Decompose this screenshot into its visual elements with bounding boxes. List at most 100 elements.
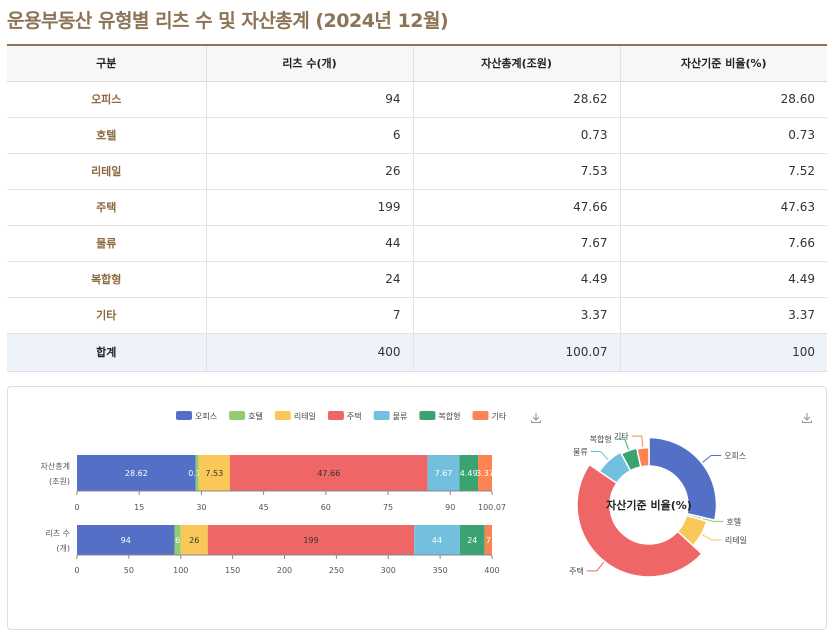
bar-segment [459,455,479,491]
x-tick-label: 400 [484,566,499,575]
header-count: 리츠 수(개) [206,45,414,82]
table-row: 물류 44 7.67 7.66 [7,225,827,262]
y-category-label: 리츠 수 [45,529,70,538]
donut-slice-label: 호텔 [726,517,741,526]
bar-segment [174,525,181,555]
total-count: 400 [206,333,414,372]
bar-data-label: 7.53 [205,469,223,478]
row-category: 리테일 [7,153,207,190]
bar-segment [207,525,415,555]
x-tick-label: 300 [381,566,396,575]
x-tick-label: 100.07 [478,503,506,512]
donut-slice-label: 물류 [573,448,588,457]
donut-leader-line [702,518,724,522]
donut-slice-label: 리테일 [725,536,747,545]
donut-leader-line [701,534,722,541]
bar-segment [427,455,460,491]
bar-data-label: 47.66 [317,469,340,478]
row-count: 24 [206,261,414,298]
x-tick-label: 90 [445,503,455,512]
bar-data-label: 7.67 [435,469,453,478]
legend-label: 기타 [491,412,506,421]
y-category-unit: (조원) [49,477,70,486]
x-tick-label: 0 [74,503,79,512]
row-ratio: 7.52 [620,153,827,190]
bar-data-label: 44 [432,536,442,545]
bar-data-label: 7 [486,536,491,545]
bar-data-label: 199 [303,536,318,545]
y-category-unit: (개) [56,543,70,553]
x-tick-label: 75 [383,503,393,512]
row-count: 26 [206,153,414,190]
legend-swatch [274,411,291,420]
reits-table: 구분 리츠 수(개) 자산총계(조원) 자산기준 비율(%) 오피스 94 28… [7,44,827,372]
x-tick-label: 250 [329,566,344,575]
bar-segment [77,525,175,555]
legend-swatch [373,411,390,420]
x-tick-label: 100 [173,566,188,575]
donut-center-label: 자산기준 비율(%) [606,498,692,512]
bar-segment [180,525,208,555]
donut-leader-line [702,454,722,463]
donut-slice [636,446,650,468]
row-category: 주택 [7,189,207,226]
total-assets: 100.07 [413,333,621,372]
donut-leader-line [631,435,644,448]
x-tick-label: 15 [134,503,144,512]
bar-segment [459,525,485,555]
table-row: 주택 199 47.66 47.63 [7,189,827,226]
bar-segment [414,525,460,555]
bar-segment [77,455,196,491]
donut-slice-label: 주택 [569,566,584,576]
y-category-label: 자산총계 [41,461,70,471]
row-count: 199 [206,189,414,226]
donut-leader-line [590,451,609,461]
x-tick-label: 30 [196,503,206,512]
row-category: 복합형 [7,261,207,298]
row-count: 44 [206,225,414,262]
download-icon[interactable] [801,413,813,424]
legend-label: 리테일 [294,412,316,421]
row-assets: 4.49 [413,261,621,298]
legend-swatch [229,411,246,420]
row-category: 물류 [7,225,207,262]
header-ratio: 자산기준 비율(%) [620,45,827,82]
row-ratio: 7.66 [620,225,827,262]
table-row: 호텔 6 0.73 0.73 [7,117,827,154]
row-assets: 28.62 [413,81,621,118]
row-category: 호텔 [7,117,207,154]
row-assets: 47.66 [413,189,621,226]
total-category: 합계 [7,333,207,372]
header-category: 구분 [7,45,207,82]
legend-swatch [327,411,344,420]
table-row: 오피스 94 28.62 28.60 [7,81,827,118]
download-icon[interactable] [530,413,542,424]
bar-data-label: 28.62 [125,469,148,478]
table-row: 기타 7 3.37 3.37 [7,297,827,334]
x-tick-label: 150 [225,566,240,575]
chart-panel: 오피스 호텔 리테일 주택 물류 복합형 기타 자산총계 (조원) 28.62 0.73 7.53 47… [7,386,827,630]
legend-swatch [472,411,489,420]
row-assets: 7.53 [413,153,621,190]
donut-leader-line [614,438,630,450]
donut-slice-label: 복합형 [590,435,612,444]
table-header-row: 구분 리츠 수(개) 자산총계(조원) 자산기준 비율(%) [7,45,827,82]
bar-data-label: 6 [175,536,180,545]
donut-slice-label: 오피스 [724,451,746,460]
download-arrow [530,413,542,424]
bar-data-label: 94 [121,536,131,545]
row-count: 6 [206,117,414,154]
donut-slice [576,463,704,578]
table-row: 복합형 24 4.49 4.49 [7,261,827,298]
donut-slice [648,436,718,522]
bar-segment [198,455,230,491]
row-ratio: 47.63 [620,189,827,226]
x-tick-label: 0 [74,566,79,575]
header-assets: 자산총계(조원) [413,45,621,82]
bar-data-label: 26 [189,536,199,545]
row-assets: 3.37 [413,297,621,334]
bar-data-label: 3.37 [476,469,494,478]
bar-data-label: 24 [467,536,477,545]
